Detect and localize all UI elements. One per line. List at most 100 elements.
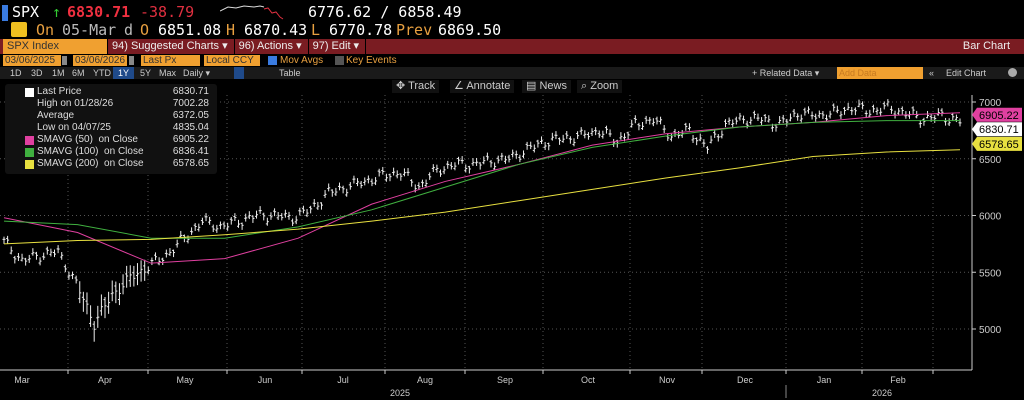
mov-avgs-checkbox[interactable] bbox=[268, 56, 277, 65]
mov-avgs-label[interactable]: Mov Avgs bbox=[280, 55, 324, 66]
zoom-button[interactable]: ⌕ Zoom bbox=[577, 80, 623, 93]
price-chart[interactable]: 5000 5500 6000 6500 7000 Mar Apr May Jun Jul Aug Se… bbox=[0, 79, 1024, 400]
price-tag bbox=[972, 136, 1022, 151]
y-tick-label: 5000 bbox=[979, 325, 1002, 336]
x-tick-label: Jul bbox=[337, 375, 349, 385]
suggested-charts-menu[interactable]: 94) Suggested Charts ▾ bbox=[108, 39, 235, 54]
end-date-input[interactable]: 03/06/2026 bbox=[73, 55, 127, 66]
period-max[interactable]: Max bbox=[159, 68, 177, 78]
intraday-sparkline bbox=[220, 5, 284, 20]
legend-label: Low on 04/07/25 bbox=[37, 122, 111, 133]
sma200-swatch bbox=[25, 160, 34, 169]
currency-select[interactable]: Local CCY bbox=[204, 55, 260, 66]
legend-label: SMAVG (100) on Close bbox=[37, 146, 144, 157]
y-tick-label: 6000 bbox=[979, 212, 1002, 223]
frequency-select[interactable]: Daily ▾ bbox=[183, 68, 211, 78]
bar-chart-icon[interactable] bbox=[234, 67, 244, 79]
legend-label: SMAVG (50) on Close bbox=[37, 134, 138, 145]
news-button[interactable]: ▤ News bbox=[522, 80, 571, 93]
key-events-checkbox[interactable] bbox=[335, 56, 344, 65]
last-price-swatch bbox=[25, 88, 34, 97]
start-date-input[interactable]: 03/06/2025 bbox=[3, 55, 61, 66]
news-label: News bbox=[539, 80, 567, 92]
gear-icon[interactable] bbox=[1008, 68, 1017, 77]
x-tick-label: May bbox=[176, 375, 194, 385]
price-tag bbox=[972, 107, 1022, 122]
legend-value: 7002.28 bbox=[172, 98, 209, 109]
y-tick-label: 7000 bbox=[979, 98, 1002, 109]
low-value: 6770.78 bbox=[329, 21, 393, 39]
annotate-button[interactable]: ∠ Annotate bbox=[450, 80, 515, 93]
period-1y[interactable]: 1Y bbox=[113, 67, 135, 79]
chart-type-label: Bar Chart bbox=[962, 40, 1010, 52]
edit-chart-button[interactable]: Edit Chart bbox=[946, 68, 987, 78]
edit-menu[interactable]: 97) Edit ▾ bbox=[309, 39, 367, 54]
up-arrow-icon: ↑ bbox=[52, 3, 62, 21]
x-tick-label: Oct bbox=[581, 375, 596, 385]
period-ytd[interactable]: YTD bbox=[93, 68, 111, 78]
period-1m[interactable]: 1M bbox=[52, 68, 65, 78]
period-3d[interactable]: 3D bbox=[31, 68, 43, 78]
period-5y[interactable]: 5Y bbox=[140, 68, 152, 78]
price-tag bbox=[972, 122, 1022, 137]
chart-legend[interactable]: Last Price 6830.71 High on 01/28/26 7002.2… bbox=[5, 84, 217, 174]
bid-ask: 6776.62 / 6858.49 bbox=[308, 3, 462, 21]
legend-label: SMAVG (200) on Close bbox=[37, 158, 144, 169]
menu-bar: SPX Index 94) Suggested Charts ▾ 96) Act… bbox=[0, 39, 1024, 54]
period-toolbar: 1D 3D 1M 6M YTD 1Y 5Y Max Daily ▾ Table … bbox=[0, 67, 1024, 79]
x-tick-label: Sep bbox=[497, 375, 513, 385]
x-tick-label: Jun bbox=[258, 375, 273, 385]
legend-label: High on 01/28/26 bbox=[37, 98, 114, 109]
security-field[interactable]: SPX Index bbox=[3, 39, 108, 54]
legend-label: Last Price bbox=[37, 86, 82, 97]
sma-line-200 bbox=[3, 149, 961, 245]
add-data-input[interactable]: Add Data bbox=[837, 67, 923, 79]
ticker: SPX bbox=[12, 3, 40, 21]
net-change: -38.79 bbox=[140, 3, 195, 21]
legend-label: Average bbox=[37, 110, 75, 121]
x-tick-label: Aug bbox=[417, 375, 433, 385]
annotate-label: Annotate bbox=[466, 80, 511, 92]
sma100-swatch bbox=[25, 148, 34, 157]
calendar-icon[interactable] bbox=[129, 56, 134, 65]
actions-menu[interactable]: 96) Actions ▾ bbox=[235, 39, 309, 54]
track-button[interactable]: ✥ Track bbox=[392, 80, 440, 93]
track-label: Track bbox=[408, 80, 436, 92]
open-value: 6851.08 bbox=[158, 21, 222, 39]
legend-value: 4835.04 bbox=[172, 122, 209, 133]
collapse-button[interactable]: « bbox=[929, 68, 935, 78]
legend-value: 6905.22 bbox=[172, 134, 209, 145]
date-flag: d bbox=[124, 21, 134, 39]
on-label: On bbox=[36, 21, 55, 39]
last-price: 6830.71 bbox=[67, 3, 131, 21]
high-value: 6870.43 bbox=[244, 21, 308, 39]
x-tick-label: Mar bbox=[14, 375, 30, 385]
related-data-button[interactable]: + Related Data ▾ bbox=[752, 68, 820, 78]
year-label: 2025 bbox=[390, 388, 410, 398]
year-label: 2026 bbox=[872, 388, 892, 398]
calendar-icon[interactable] bbox=[62, 56, 67, 65]
price-tag-label: 6578.65 bbox=[979, 139, 1019, 151]
legend-value: 6836.41 bbox=[172, 146, 209, 157]
security-marker bbox=[2, 5, 8, 21]
x-tick-label: Nov bbox=[659, 375, 676, 385]
legend-value: 6372.05 bbox=[172, 110, 209, 121]
prev-value: 6869.50 bbox=[438, 21, 502, 39]
x-tick-label: Dec bbox=[737, 375, 754, 385]
sma50-swatch bbox=[25, 136, 34, 145]
field-select[interactable]: Last Px bbox=[141, 55, 200, 66]
key-events-label[interactable]: Key Events bbox=[346, 55, 397, 66]
x-tick-label: Apr bbox=[98, 375, 112, 385]
legend-value: 6578.65 bbox=[172, 158, 209, 169]
open-label: O bbox=[140, 21, 150, 39]
high-label: H bbox=[226, 21, 236, 39]
x-tick-label: Feb bbox=[890, 375, 906, 385]
table-button[interactable]: Table bbox=[279, 68, 301, 78]
period-1d[interactable]: 1D bbox=[10, 68, 22, 78]
legend-value: 6830.71 bbox=[172, 86, 209, 97]
prev-label: Prev bbox=[396, 21, 433, 39]
x-tick-label: Jan bbox=[817, 375, 832, 385]
period-6m[interactable]: 6M bbox=[72, 68, 85, 78]
gauge-icon[interactable] bbox=[11, 22, 27, 37]
y-tick-label: 5500 bbox=[979, 268, 1002, 279]
